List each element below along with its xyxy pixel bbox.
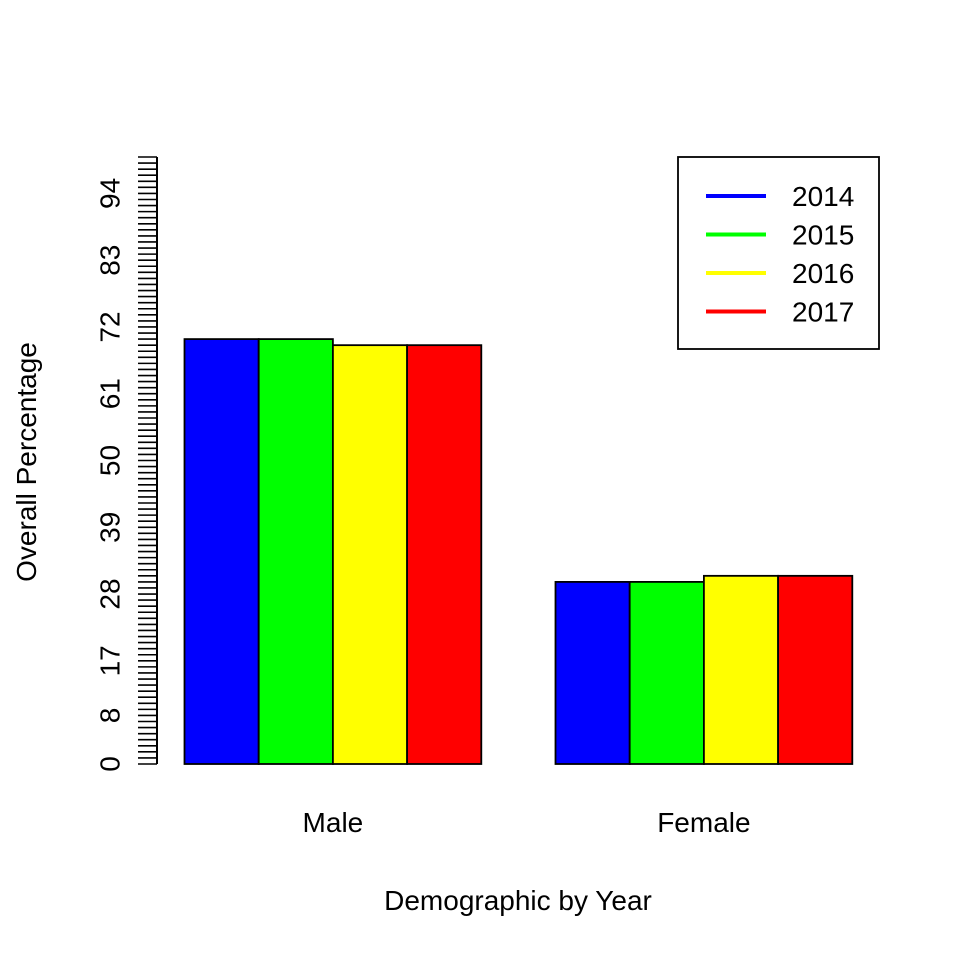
x-tick-label: Male (303, 807, 364, 838)
y-tick-label: 94 (95, 178, 126, 209)
bar-male-2015 (257, 338, 334, 765)
legend-label-2016: 2016 (792, 258, 854, 289)
legend-label-2017: 2017 (792, 297, 854, 328)
legend-box (677, 156, 880, 350)
y-tick-label: 8 (95, 708, 126, 724)
bar-female-2017 (777, 574, 854, 765)
x-axis-labels: Male Female (303, 807, 751, 838)
bar-female-2014 (554, 581, 631, 765)
legend-label-2014: 2014 (792, 181, 854, 212)
bars (183, 338, 854, 765)
y-axis: 0 8 17 28 39 50 61 72 83 94 (95, 156, 158, 772)
y-tick-label: 39 (95, 512, 126, 543)
bar-male-2017 (406, 344, 483, 765)
legend: 2014 2015 2016 2017 (677, 156, 880, 350)
bar-male-2016 (331, 344, 408, 765)
y-tick-label: 17 (95, 645, 126, 676)
bar-male-2014 (183, 338, 260, 765)
y-tick-label: 83 (95, 245, 126, 276)
y-axis-title: Overall Percentage (11, 342, 42, 582)
x-tick-label: Female (657, 807, 750, 838)
bar-female-2015 (628, 581, 705, 765)
y-tick-label: 50 (95, 445, 126, 476)
y-tick-label: 72 (95, 311, 126, 342)
y-tick-label: 0 (95, 756, 126, 772)
y-tick-label: 61 (95, 378, 126, 409)
y-tick-label: 28 (95, 578, 126, 609)
x-axis-title: Demographic by Year (384, 885, 652, 916)
legend-label-2015: 2015 (792, 220, 854, 251)
bar-female-2016 (703, 574, 780, 765)
